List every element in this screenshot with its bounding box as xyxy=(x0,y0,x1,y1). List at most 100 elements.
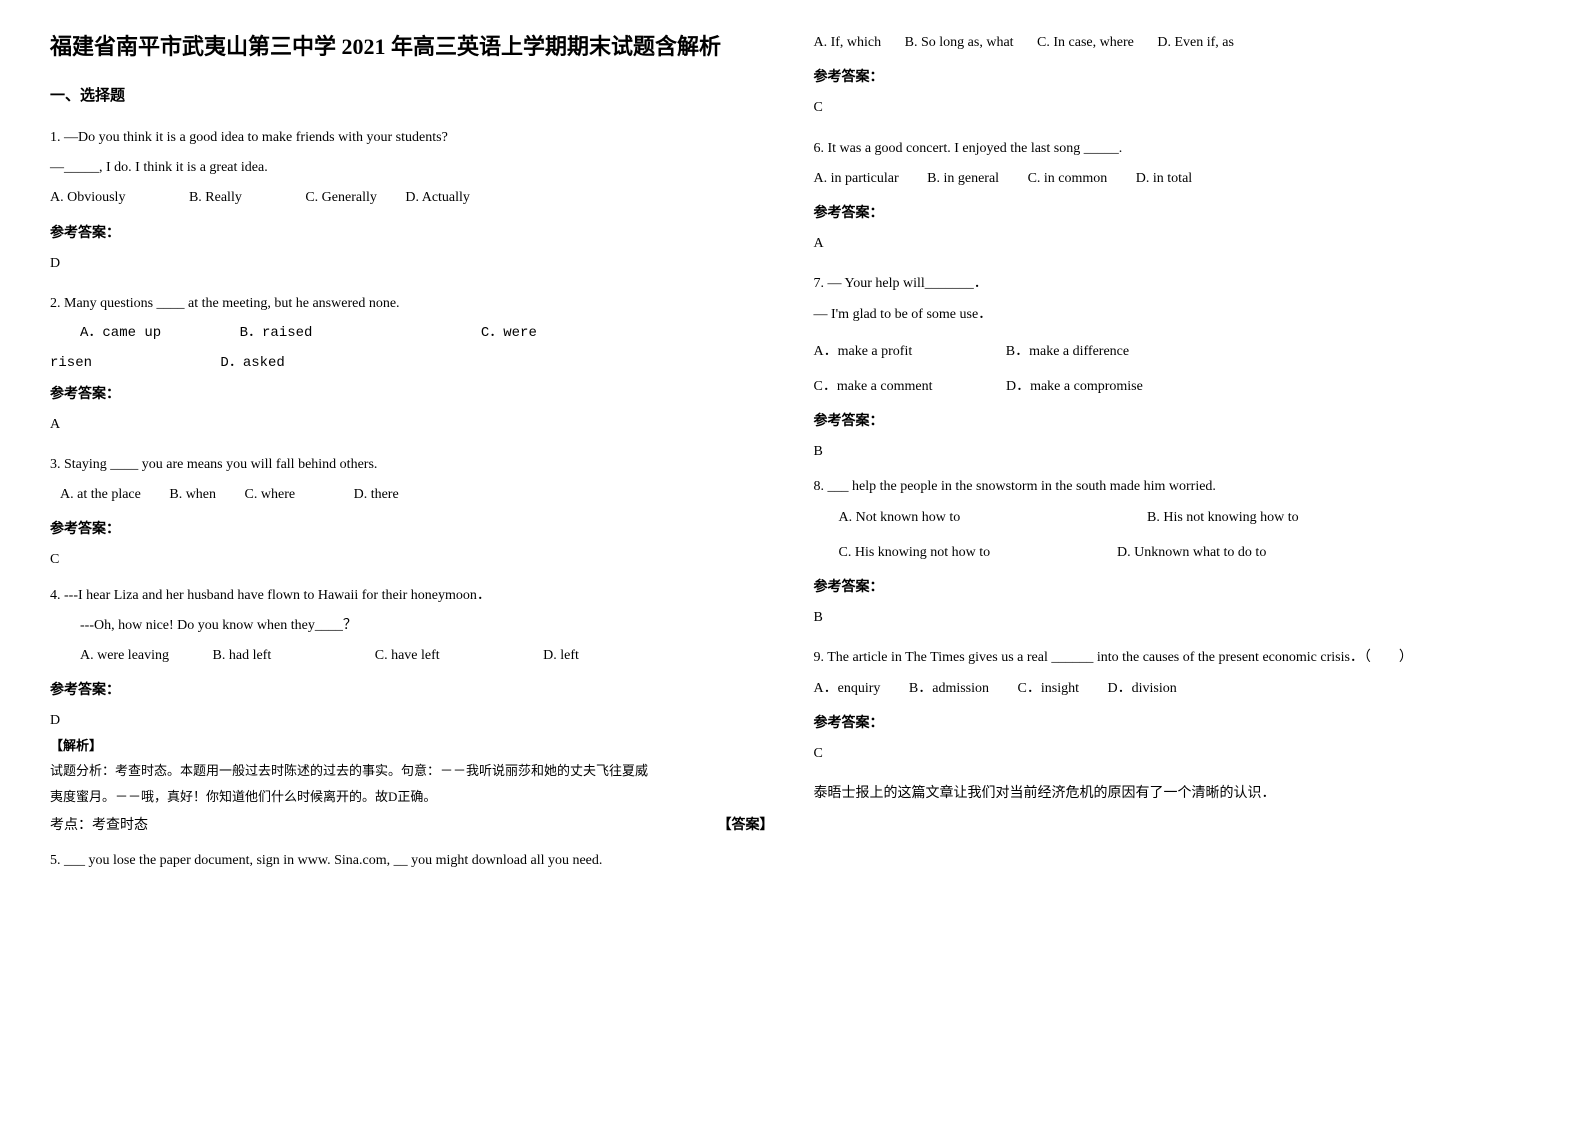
q8-opt-c: C. His knowing not how to xyxy=(839,540,1089,565)
q8-options-row2: C. His knowing not how to D. Unknown wha… xyxy=(814,540,1538,565)
q4-options: A. were leaving B. had left C. have left… xyxy=(50,643,774,668)
q8-opt-d: D. Unknown what to do to xyxy=(1117,540,1266,565)
q5-opt-a: A. If, which xyxy=(814,30,882,55)
q1-line1: 1. —Do you think it is a good idea to ma… xyxy=(50,125,774,150)
question-9: 9. The article in The Times gives us a r… xyxy=(814,645,1538,806)
q1-opt-a: A. Obviously xyxy=(50,185,125,210)
q5-answer-label: 参考答案： xyxy=(814,65,1538,90)
q7-opt-b: B．make a difference xyxy=(1006,339,1129,364)
q4-analysis-text2: 夷度蜜月。－－哦，真好！你知道他们什么时候离开的。故D正确。 xyxy=(50,787,774,808)
q2-options-row2: risen D．asked xyxy=(50,351,774,376)
q3-opt-d: D. there xyxy=(354,482,399,507)
q9-opt-d: D．division xyxy=(1107,676,1176,701)
q1-opt-d: D. Actually xyxy=(405,185,470,210)
q3-answer: C xyxy=(50,547,774,572)
q5-opt-b: B. So long as, what xyxy=(905,30,1014,55)
q3-opt-b: B. when xyxy=(169,482,216,507)
q3-line1: 3. Staying ____ you are means you will f… xyxy=(50,452,774,477)
q4-opt-a: A. were leaving xyxy=(80,643,169,668)
q8-answer: B xyxy=(814,605,1538,630)
q7-line1: 7. — Your help will_______． xyxy=(814,271,1538,296)
q7-opt-c: C．make a comment xyxy=(814,374,933,399)
q7-line2: — I'm glad to be of some use． xyxy=(814,302,1538,327)
q4-line2: ---Oh, how nice! Do you know when they__… xyxy=(50,613,774,638)
question-5-opts: A. If, which B. So long as, what C. In c… xyxy=(814,30,1538,121)
question-7: 7. — Your help will_______． — I'm glad t… xyxy=(814,271,1538,464)
q4-opt-d: D. left xyxy=(543,643,579,668)
q6-opt-c: C. in common xyxy=(1028,166,1108,191)
q4-kaodian-row: 考点：考查时态 【答案】 xyxy=(50,813,774,838)
question-1: 1. —Do you think it is a good idea to ma… xyxy=(50,125,774,276)
question-2: 2. Many questions ____ at the meeting, b… xyxy=(50,291,774,437)
q7-opt-d: D．make a compromise xyxy=(1006,374,1143,399)
q5-opt-c: C. In case, where xyxy=(1037,30,1134,55)
q4-analysis-text1: 试题分析：考查时态。本题用一般过去时陈述的过去的事实。句意：－－我听说丽莎和她的… xyxy=(50,761,774,782)
q2-answer-label: 参考答案： xyxy=(50,382,774,407)
q9-opt-a: A．enquiry xyxy=(814,676,881,701)
right-column: A. If, which B. So long as, what C. In c… xyxy=(814,30,1538,883)
q2-opt-c: C．were xyxy=(481,325,537,341)
document-title: 福建省南平市武夷山第三中学 2021 年高三英语上学期期末试题含解析 xyxy=(50,30,774,63)
q2-options-row1: A．came up B．raised C．were xyxy=(50,321,774,346)
q2-opt-b: B．raised xyxy=(240,321,313,346)
question-3: 3. Staying ____ you are means you will f… xyxy=(50,452,774,573)
question-6: 6. It was a good concert. I enjoyed the … xyxy=(814,136,1538,257)
question-8: 8. ___ help the people in the snowstorm … xyxy=(814,474,1538,630)
q3-options: A. at the place B. when C. where D. ther… xyxy=(60,482,774,507)
q3-opt-a: A. at the place xyxy=(60,482,141,507)
q1-answer: D xyxy=(50,251,774,276)
page-container: 福建省南平市武夷山第三中学 2021 年高三英语上学期期末试题含解析 一、选择题… xyxy=(50,30,1537,883)
q7-answer-label: 参考答案： xyxy=(814,409,1538,434)
answer-tag: 【答案】 xyxy=(718,813,774,838)
q9-explanation: 泰晤士报上的这篇文章让我们对当前经济危机的原因有了一个清晰的认识． xyxy=(814,781,1538,806)
q6-opt-d: D. in total xyxy=(1136,166,1192,191)
q6-opt-a: A. in particular xyxy=(814,166,899,191)
question-4: 4. ---I hear Liza and her husband have f… xyxy=(50,583,774,839)
q1-opt-c: C. Generally xyxy=(305,185,377,210)
q1-options: A. Obviously B. Really C. Generally D. A… xyxy=(50,185,774,210)
q3-opt-c: C. where xyxy=(245,482,296,507)
q9-opt-c: C．insight xyxy=(1018,676,1079,701)
q8-opt-b: B. His not knowing how to xyxy=(1147,505,1299,530)
q4-kaodian: 考点：考查时态 xyxy=(50,818,148,833)
question-5: 5. ___ you lose the paper document, sign… xyxy=(50,848,774,873)
q9-answer-label: 参考答案： xyxy=(814,711,1538,736)
q9-options: A．enquiry B．admission C．insight D．divisi… xyxy=(814,676,1538,701)
q4-line1: 4. ---I hear Liza and her husband have f… xyxy=(50,583,774,608)
q4-analysis: 【解析】 xyxy=(50,736,774,757)
section-heading: 一、选择题 xyxy=(50,83,774,110)
q5-line1: 5. ___ you lose the paper document, sign… xyxy=(50,848,774,873)
q5-opt-d: D. Even if, as xyxy=(1157,30,1234,55)
q5-answer: C xyxy=(814,95,1538,120)
q4-opt-b: B. had left xyxy=(213,643,272,668)
q6-line1: 6. It was a good concert. I enjoyed the … xyxy=(814,136,1538,161)
q8-opt-a: A. Not known how to xyxy=(839,505,1119,530)
q2-opt-line2b: D．asked xyxy=(220,355,284,371)
q5-options: A. If, which B. So long as, what C. In c… xyxy=(814,30,1538,55)
q4-answer: D xyxy=(50,708,774,733)
q3-answer-label: 参考答案： xyxy=(50,517,774,542)
q7-opt-a: A．make a profit xyxy=(814,339,913,364)
q9-opt-b: B．admission xyxy=(909,676,989,701)
q6-answer: A xyxy=(814,231,1538,256)
q8-line1: 8. ___ help the people in the snowstorm … xyxy=(814,474,1538,499)
q2-opt-a: A．came up xyxy=(80,321,161,346)
q7-options-row1: A．make a profit B．make a difference xyxy=(814,339,1538,364)
analysis-label: 【解析】 xyxy=(50,738,102,753)
q8-answer-label: 参考答案： xyxy=(814,575,1538,600)
q4-answer-label: 参考答案： xyxy=(50,678,774,703)
q7-options-row2: C．make a comment D．make a compromise xyxy=(814,374,1538,399)
q7-answer: B xyxy=(814,439,1538,464)
q2-answer: A xyxy=(50,412,774,437)
q1-opt-b: B. Really xyxy=(189,185,242,210)
q2-line1: 2. Many questions ____ at the meeting, b… xyxy=(50,291,774,316)
q4-opt-c: C. have left xyxy=(375,643,440,668)
q9-answer: C xyxy=(814,741,1538,766)
q1-answer-label: 参考答案： xyxy=(50,221,774,246)
left-column: 福建省南平市武夷山第三中学 2021 年高三英语上学期期末试题含解析 一、选择题… xyxy=(50,30,774,883)
q1-line2: —_____, I do. I think it is a great idea… xyxy=(50,155,774,180)
q2-opt-line2a: risen xyxy=(50,351,92,376)
q8-options-row1: A. Not known how to B. His not knowing h… xyxy=(814,505,1538,530)
q6-opt-b: B. in general xyxy=(927,166,999,191)
q9-line1: 9. The article in The Times gives us a r… xyxy=(814,645,1538,670)
